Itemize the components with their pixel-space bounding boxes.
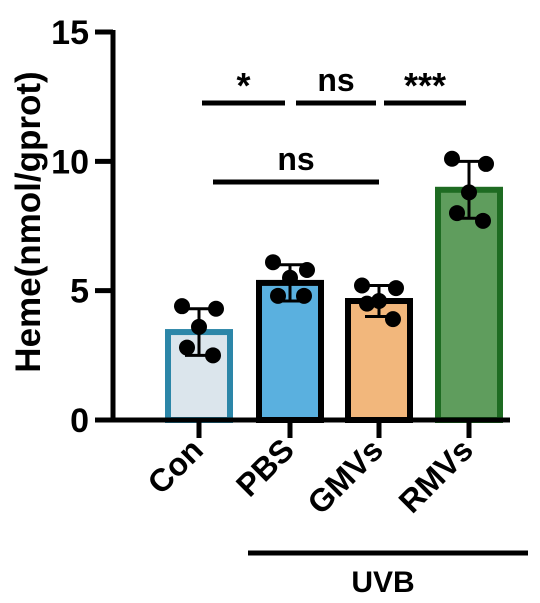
x-axis: Con PBS GMVs RMVs xyxy=(111,417,528,556)
data-point xyxy=(385,311,401,328)
significance-annotations: * ns *** ns xyxy=(202,62,466,185)
y-axis: 0 5 10 15 xyxy=(51,14,116,440)
data-point xyxy=(388,280,404,297)
data-point xyxy=(371,293,387,310)
data-point xyxy=(359,295,375,312)
data-point xyxy=(461,184,477,201)
x-tick-label-rmvs: RMVs xyxy=(392,431,480,519)
bar-rmvs xyxy=(435,186,503,423)
y-tick-label: 10 xyxy=(51,143,89,181)
data-point xyxy=(191,318,207,335)
data-point xyxy=(282,269,298,286)
y-axis-label: Heme(nmol/gprot) xyxy=(9,71,48,372)
data-point xyxy=(475,212,491,229)
significance-label: ns xyxy=(317,62,354,98)
data-points xyxy=(174,150,494,364)
x-tick-label-con: Con xyxy=(141,431,210,500)
significance-label: * xyxy=(236,65,250,106)
data-point xyxy=(299,261,315,278)
x-tick-label-pbs: PBS xyxy=(229,431,301,503)
data-point xyxy=(478,155,494,172)
bar-pbs xyxy=(256,279,324,424)
data-point xyxy=(208,300,224,317)
y-tick-label: 0 xyxy=(70,402,89,440)
data-point xyxy=(265,254,281,271)
y-tick-label: 15 xyxy=(51,14,89,52)
data-point xyxy=(205,347,221,364)
bars xyxy=(165,159,503,424)
x-tick-label-gmvs: GMVs xyxy=(300,431,390,521)
data-point xyxy=(174,298,190,315)
data-point xyxy=(179,339,195,356)
data-point xyxy=(449,205,465,222)
data-point xyxy=(354,277,370,294)
uvb-group-label: UVB xyxy=(351,566,414,599)
y-tick-label: 5 xyxy=(70,273,89,311)
data-point xyxy=(296,287,312,304)
data-point xyxy=(444,150,460,167)
significance-label: *** xyxy=(404,65,446,106)
significance-label: ns xyxy=(277,141,314,177)
data-point xyxy=(270,287,286,304)
